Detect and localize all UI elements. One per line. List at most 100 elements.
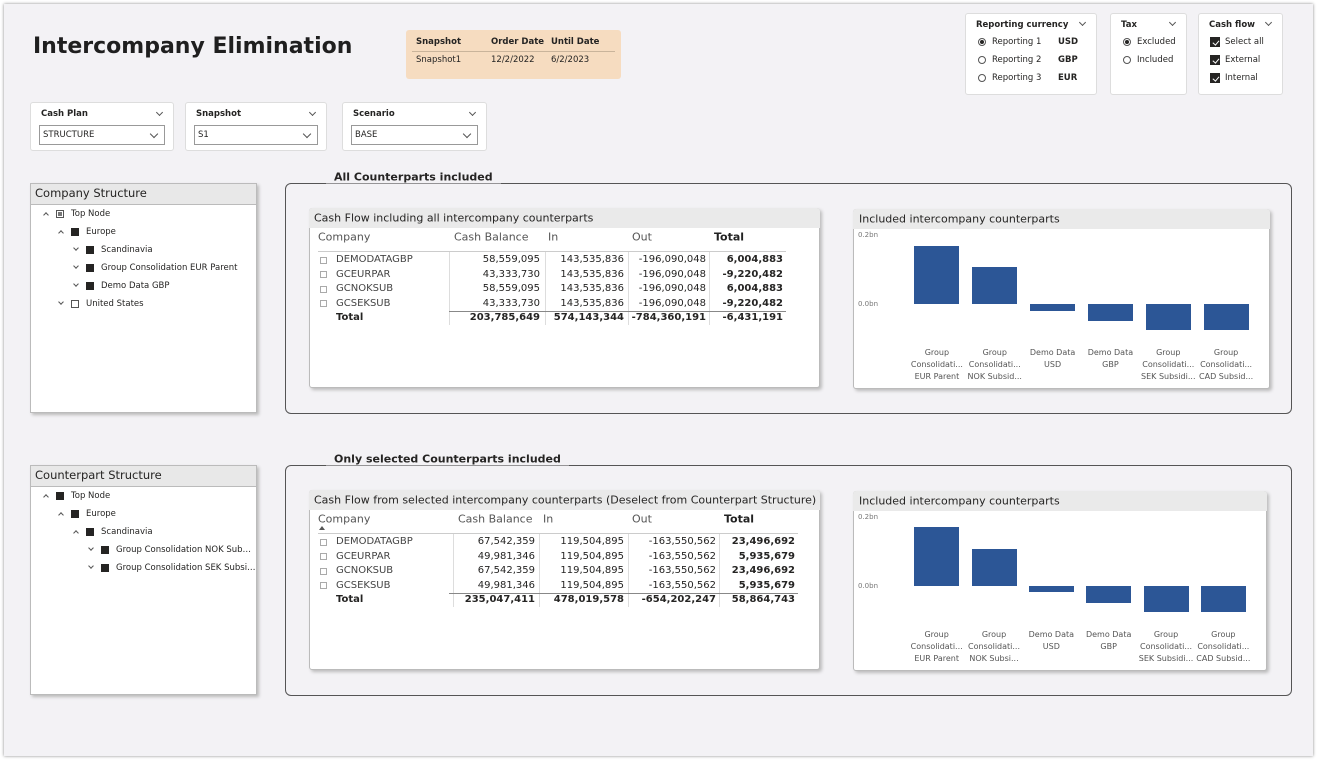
bar[interactable] bbox=[1200, 586, 1246, 613]
expand-icon[interactable] bbox=[320, 300, 327, 308]
tree-checkbox[interactable] bbox=[71, 510, 79, 518]
expand-icon[interactable] bbox=[320, 538, 327, 546]
currency-code: GBP bbox=[1058, 54, 1078, 65]
column-separator bbox=[545, 252, 546, 325]
table-cell: 574,143,344 bbox=[553, 312, 624, 323]
table-cell: 49,981,346 bbox=[477, 579, 535, 591]
bar[interactable] bbox=[1143, 586, 1189, 612]
bar[interactable] bbox=[972, 266, 1018, 305]
slicer-option: Excluded bbox=[1137, 36, 1176, 47]
slicer-option: Reporting 3 bbox=[992, 72, 1042, 83]
bar[interactable] bbox=[1203, 304, 1249, 331]
column-header: In bbox=[548, 230, 559, 244]
expand-icon[interactable] bbox=[320, 285, 327, 293]
table-cell: 49,981,346 bbox=[477, 550, 535, 562]
table-cell: 119,504,895 bbox=[560, 565, 624, 577]
tree-checkbox[interactable] bbox=[101, 564, 109, 572]
bar[interactable] bbox=[1030, 304, 1076, 312]
table-cell: 6,004,883 bbox=[726, 254, 783, 265]
bar[interactable] bbox=[1087, 304, 1133, 322]
company-cell: DEMODATAGBP bbox=[336, 536, 413, 547]
expand-icon[interactable] bbox=[320, 567, 327, 575]
tree-node-label: Europe bbox=[86, 226, 116, 237]
expand-icon[interactable] bbox=[320, 582, 327, 590]
tree-node-label: United States bbox=[86, 298, 144, 309]
table-header-band bbox=[309, 208, 820, 228]
tree-node-label: Scandinavia bbox=[101, 526, 153, 537]
tree-checkbox[interactable] bbox=[101, 546, 109, 554]
table-cell: -163,550,562 bbox=[648, 579, 716, 591]
table-cell: 23,496,692 bbox=[731, 536, 795, 547]
company-cell: GCSEKSUB bbox=[336, 579, 391, 591]
tree-checkbox[interactable] bbox=[71, 228, 79, 236]
table-cell: 119,504,895 bbox=[560, 579, 624, 591]
bar[interactable] bbox=[971, 548, 1017, 587]
dropdown-box[interactable] bbox=[39, 125, 165, 145]
table-cell: -196,090,048 bbox=[638, 297, 706, 309]
slicer-title: Tax bbox=[1121, 19, 1137, 30]
tree-header bbox=[30, 183, 257, 205]
table-cell: 58,559,095 bbox=[482, 254, 540, 265]
bar[interactable] bbox=[1086, 586, 1132, 604]
bar[interactable] bbox=[914, 527, 960, 587]
snapshot-cell: 6/2/2023 bbox=[551, 54, 590, 65]
radio-button[interactable] bbox=[978, 74, 986, 82]
tree-checkbox[interactable] bbox=[86, 264, 94, 272]
tree-checkbox[interactable] bbox=[86, 282, 94, 290]
table-card bbox=[309, 490, 820, 670]
column-header: Total bbox=[724, 512, 755, 526]
tree-node-label: Top Node bbox=[71, 490, 111, 501]
bar[interactable] bbox=[914, 246, 960, 305]
table-cell: 67,542,359 bbox=[477, 536, 535, 547]
company-cell: GCEURPAR bbox=[336, 550, 391, 562]
expand-icon[interactable] bbox=[320, 256, 327, 264]
x-tick-label: Demo Data USD bbox=[1029, 348, 1076, 369]
slicer-option: Included bbox=[1137, 54, 1174, 65]
x-tick-label: Group Consolidati... SEK Subsidi... bbox=[1141, 348, 1196, 381]
chart-card bbox=[853, 491, 1267, 671]
dropdown-box[interactable] bbox=[351, 125, 478, 145]
currency-code: EUR bbox=[1058, 72, 1078, 83]
x-tick-label: Group Consolidati... NOK Subsid... bbox=[967, 348, 1022, 381]
x-tick-label: Demo Data USD bbox=[1028, 630, 1075, 651]
table-cell: -163,550,562 bbox=[648, 550, 716, 562]
table-cell: 143,535,836 bbox=[560, 254, 624, 265]
x-tick-label: Demo Data GBP bbox=[1087, 348, 1134, 369]
company-cell: Total bbox=[336, 312, 364, 323]
table-cell: 6,004,883 bbox=[726, 283, 783, 295]
tree-checkbox[interactable] bbox=[71, 300, 79, 308]
slicer-option: Select all bbox=[1225, 36, 1264, 47]
section-frame bbox=[285, 183, 1292, 414]
tree-node-label: Group Consolidation EUR Parent bbox=[101, 262, 238, 273]
table-cell: 119,504,895 bbox=[560, 550, 624, 562]
dropdown-box[interactable] bbox=[194, 125, 318, 145]
tree-node-label: Group Consolidation SEK Subsi… bbox=[116, 562, 256, 573]
bar[interactable] bbox=[1145, 304, 1191, 330]
table-cell: 143,535,836 bbox=[560, 283, 624, 295]
tree-node-label: Europe bbox=[86, 508, 116, 519]
table-cell: -163,550,562 bbox=[648, 565, 716, 577]
checkbox[interactable] bbox=[1210, 73, 1220, 83]
tree-title: Company Structure bbox=[35, 186, 147, 201]
tree-checkbox[interactable] bbox=[56, 492, 64, 500]
tree-checkbox[interactable] bbox=[86, 528, 94, 536]
expand-icon[interactable] bbox=[320, 553, 327, 561]
radio-button[interactable] bbox=[1123, 56, 1131, 64]
snapshot-card bbox=[406, 30, 621, 79]
radio-dot bbox=[980, 40, 984, 44]
tree-panel bbox=[30, 183, 257, 413]
checkbox[interactable] bbox=[1210, 55, 1220, 65]
radio-button[interactable] bbox=[978, 56, 986, 64]
column-header: Out bbox=[632, 230, 652, 244]
expand-icon[interactable] bbox=[320, 271, 327, 279]
checkbox[interactable] bbox=[1210, 37, 1220, 47]
tree-node-label: Group Consolidation NOK Sub… bbox=[116, 544, 252, 555]
table-cell: 143,535,836 bbox=[560, 268, 624, 280]
y-tick-label: 0.0bn bbox=[858, 581, 879, 590]
dropdown-value: S1 bbox=[198, 129, 209, 140]
tree-checkbox[interactable] bbox=[86, 246, 94, 254]
bar[interactable] bbox=[1028, 586, 1074, 593]
tree-node-label: Top Node bbox=[71, 208, 111, 219]
total-line bbox=[449, 593, 798, 594]
